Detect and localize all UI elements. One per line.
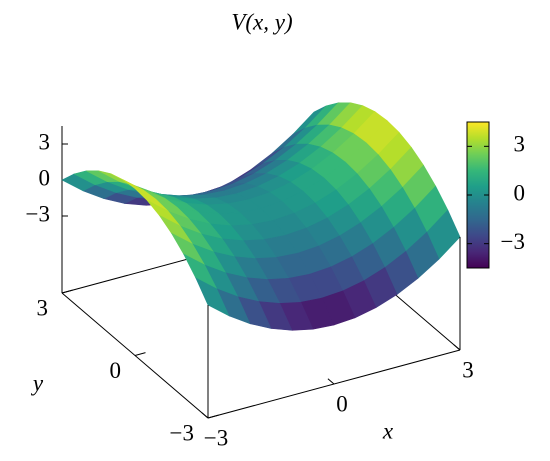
y-tick <box>134 352 146 356</box>
x-tick-label: 3 <box>462 357 474 382</box>
colorbar-tick-label: 3 <box>514 132 526 157</box>
x-tick <box>201 412 209 419</box>
surface <box>61 102 461 331</box>
y-tick-label: −3 <box>170 420 194 445</box>
colorbar-tick-label: −3 <box>501 229 525 254</box>
y-axis-label: y <box>31 370 44 395</box>
y-tick <box>61 289 73 294</box>
x-tick <box>453 344 461 351</box>
colorbar-tick-label: 0 <box>514 180 526 205</box>
chart-title: V(x, y) <box>231 9 292 34</box>
z-tick-label: 0 <box>39 165 51 190</box>
y-tick-label: 3 <box>37 295 49 320</box>
z-tick-label: 3 <box>39 129 51 154</box>
x-tick <box>327 378 335 385</box>
y-tick <box>207 414 219 419</box>
x-tick-label: −3 <box>204 425 228 450</box>
x-axis-label: x <box>382 418 394 443</box>
x-tick-label: 0 <box>336 391 348 416</box>
z-tick-label: −3 <box>26 201 50 226</box>
surface-patch <box>195 277 230 317</box>
y-tick-label: 0 <box>110 358 122 383</box>
